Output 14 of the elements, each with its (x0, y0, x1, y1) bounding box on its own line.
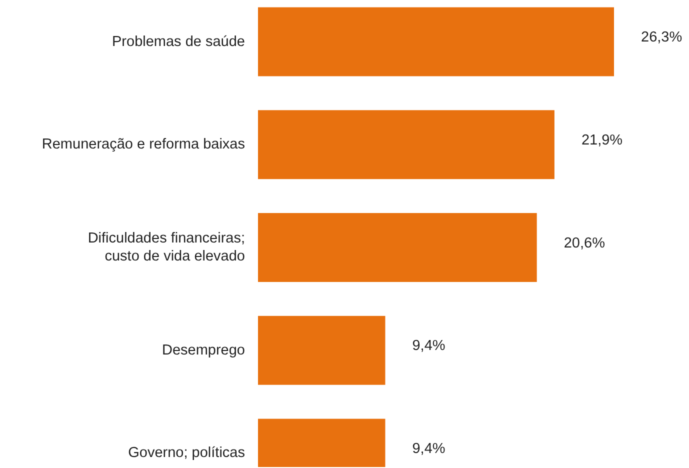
data-label: 26,3% (641, 30, 682, 46)
data-label: 9,4% (412, 338, 446, 354)
bar (258, 7, 614, 76)
y-tick-label: Dificuldades financeiras; custo de vida elevado (88, 230, 245, 264)
bar (258, 316, 386, 385)
data-label: 9,4% (412, 441, 446, 458)
data-label: 20,6% (564, 235, 606, 252)
y-tick-label: Desemprego (162, 342, 245, 358)
bar (258, 213, 537, 282)
y-tick-label: Remuneração e reforma baixas (42, 136, 245, 152)
bar (258, 110, 554, 180)
y-tick-label: Problemas de saúde (112, 34, 245, 50)
data-label: 21,9% (581, 132, 623, 148)
y-tick-label: Governo; políticas (128, 445, 245, 462)
